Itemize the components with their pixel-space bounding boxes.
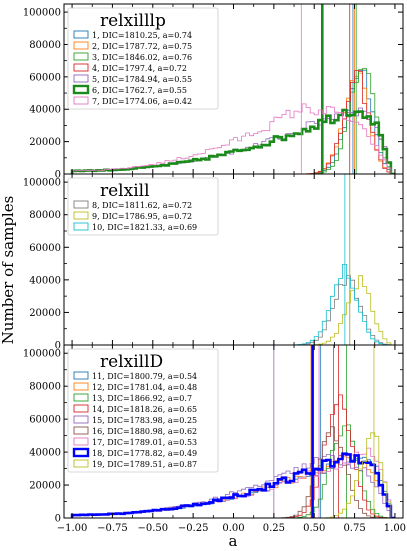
hist-series-7 xyxy=(71,103,395,174)
hist-series-3 xyxy=(72,68,395,174)
legend-swatch xyxy=(73,200,89,209)
legend-entry: 5, DIC=1784.94, a=0.55 xyxy=(92,75,192,84)
x-tick-label: 1.00 xyxy=(384,523,406,534)
hist-series-9 xyxy=(72,432,395,518)
y-tick-label: 80000 xyxy=(29,40,61,51)
legend-entry: 1, DIC=1810.25, a=0.74 xyxy=(92,31,192,40)
legend-entry: 9, DIC=1786.95, a=0.72 xyxy=(92,212,192,221)
legend-swatch xyxy=(73,393,89,402)
legend-entry: 16, DIC=1880.98, a=0.62 xyxy=(92,427,197,436)
hist-series-8 xyxy=(70,452,395,518)
legend-entry: 19, DIC=1789.51, a=0.87 xyxy=(92,460,197,469)
x-tick-label: −0.50 xyxy=(137,523,168,534)
y-tick-label: 80000 xyxy=(29,382,61,393)
x-tick-label: 0.00 xyxy=(222,523,244,534)
legend-entry: 18, DIC=1778.82, a=0.49 xyxy=(92,449,197,458)
legend-entry: 8, DIC=1811.62, a=0.72 xyxy=(92,201,192,210)
legend-swatch xyxy=(73,382,89,391)
panel-title: relxilllp xyxy=(100,11,166,31)
legend-box xyxy=(67,348,219,473)
plot-area xyxy=(72,174,395,345)
y-axis-label: Number of samples xyxy=(0,196,17,345)
legend-entry: 17, DIC=1789.01, a=0.53 xyxy=(92,438,197,447)
legend-swatch xyxy=(73,437,89,446)
y-tick-label: 0 xyxy=(55,514,61,525)
y-tick-label: 0 xyxy=(55,170,61,181)
legend-swatch xyxy=(73,459,89,468)
legend-entry: 14, DIC=1818.26, a=0.65 xyxy=(92,405,197,414)
legend-swatch xyxy=(72,84,90,95)
y-tick-label: 20000 xyxy=(29,481,61,492)
x-tick-label: 0.25 xyxy=(263,523,285,534)
legend-box xyxy=(67,7,219,110)
y-tick-label: 40000 xyxy=(29,448,61,459)
legend-entry: 6, DIC=1762.7, a=0.55 xyxy=(92,86,187,95)
plot-area xyxy=(70,345,395,518)
legend-entry: 13, DIC=1866.92, a=0.7 xyxy=(92,394,192,403)
legend-swatch xyxy=(73,211,89,220)
y-tick-label: 100000 xyxy=(23,178,61,189)
x-axis-label: a xyxy=(229,532,238,550)
y-tick-label: 60000 xyxy=(29,243,61,254)
legend-swatch xyxy=(73,371,89,380)
y-tick-label: 20000 xyxy=(29,137,61,148)
y-tick-label: 80000 xyxy=(29,210,61,221)
hist-series-6 xyxy=(70,108,395,174)
hist-series-2 xyxy=(72,275,395,345)
legend-entry: 2, DIC=1787.72, a=0.75 xyxy=(92,42,192,51)
x-tick-label: −0.75 xyxy=(97,523,128,534)
legend-swatch xyxy=(73,404,89,413)
y-tick-label: 60000 xyxy=(29,72,61,83)
legend-box xyxy=(67,177,219,236)
legend-swatch xyxy=(73,63,89,72)
legend-swatch xyxy=(72,447,90,458)
panel-title: relxill xyxy=(100,181,150,201)
plot-area xyxy=(70,4,395,174)
hist-series-3 xyxy=(72,264,395,345)
hist-series-4 xyxy=(72,70,395,174)
legend-swatch xyxy=(73,96,89,105)
legend-swatch xyxy=(73,426,89,435)
legend-swatch xyxy=(73,415,89,424)
legend-entry: 10, DIC=1821.33, a=0.69 xyxy=(92,223,197,232)
y-tick-label: 100000 xyxy=(23,8,61,19)
legend-swatch xyxy=(73,41,89,50)
panel-title: relxillD xyxy=(100,352,163,372)
legend-swatch xyxy=(73,52,89,61)
legend-entry: 7, DIC=1774.06, a=0.42 xyxy=(92,97,192,106)
legend-entry: 11, DIC=1800.79, a=0.54 xyxy=(92,372,197,381)
y-tick-label: 20000 xyxy=(29,308,61,319)
y-tick-label: 100000 xyxy=(23,349,61,360)
legend-entry: 3, DIC=1846.02, a=0.76 xyxy=(92,53,192,62)
legend-entry: 12, DIC=1781.04, a=0.48 xyxy=(92,383,197,392)
legend-swatch xyxy=(73,74,89,83)
y-tick-label: 40000 xyxy=(29,105,61,116)
y-tick-label: 60000 xyxy=(29,415,61,426)
legend-entry: 15, DIC=1783.98, a=0.25 xyxy=(92,416,197,425)
legend-entry: 4, DIC=1797.4, a=0.72 xyxy=(92,64,187,73)
legend-swatch xyxy=(73,30,89,39)
x-tick-label: 0.75 xyxy=(343,523,365,534)
y-tick-label: 0 xyxy=(55,341,61,352)
x-tick-label: −0.25 xyxy=(178,523,209,534)
legend-swatch xyxy=(73,222,89,231)
x-tick-label: 0.50 xyxy=(303,523,325,534)
y-tick-label: 40000 xyxy=(29,275,61,286)
x-tick-label: −1.00 xyxy=(57,523,88,534)
